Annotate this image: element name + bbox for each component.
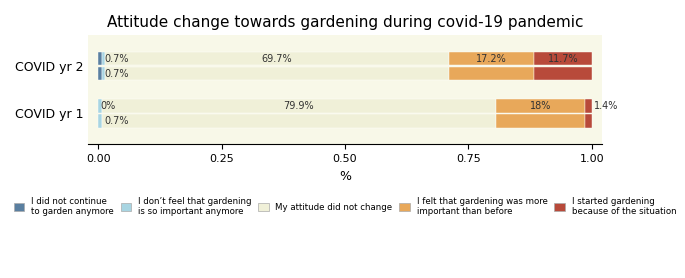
Text: 0%: 0% <box>101 101 116 111</box>
Bar <box>585 114 592 128</box>
Bar <box>105 52 449 65</box>
Text: 17.2%: 17.2% <box>476 54 507 64</box>
Bar <box>496 99 585 113</box>
Text: 1.4%: 1.4% <box>594 101 619 111</box>
Bar <box>98 99 101 113</box>
Text: 0.7%: 0.7% <box>104 69 129 79</box>
Bar <box>101 99 496 113</box>
Legend: I did not continue
to garden anymore, I don’t feel that gardening
is so importan: I did not continue to garden anymore, I … <box>11 194 679 219</box>
Bar <box>449 52 534 65</box>
Text: 79.9%: 79.9% <box>284 101 314 111</box>
Text: 0.7%: 0.7% <box>104 54 129 64</box>
Text: 0.7%: 0.7% <box>104 116 129 126</box>
Text: 18%: 18% <box>530 101 551 111</box>
X-axis label: %: % <box>339 170 351 182</box>
Bar <box>105 67 449 80</box>
Text: 69.7%: 69.7% <box>262 54 292 64</box>
Bar <box>534 52 592 65</box>
Bar <box>585 99 592 113</box>
Bar <box>98 114 101 128</box>
Bar <box>101 67 105 80</box>
Bar <box>449 67 534 80</box>
Text: 11.7%: 11.7% <box>547 54 578 64</box>
Bar <box>98 67 101 80</box>
Title: Attitude change towards gardening during covid-19 pandemic: Attitude change towards gardening during… <box>107 15 583 30</box>
Bar <box>98 52 101 65</box>
Bar <box>496 114 585 128</box>
Bar <box>534 67 592 80</box>
Bar <box>101 114 496 128</box>
Bar <box>101 52 105 65</box>
